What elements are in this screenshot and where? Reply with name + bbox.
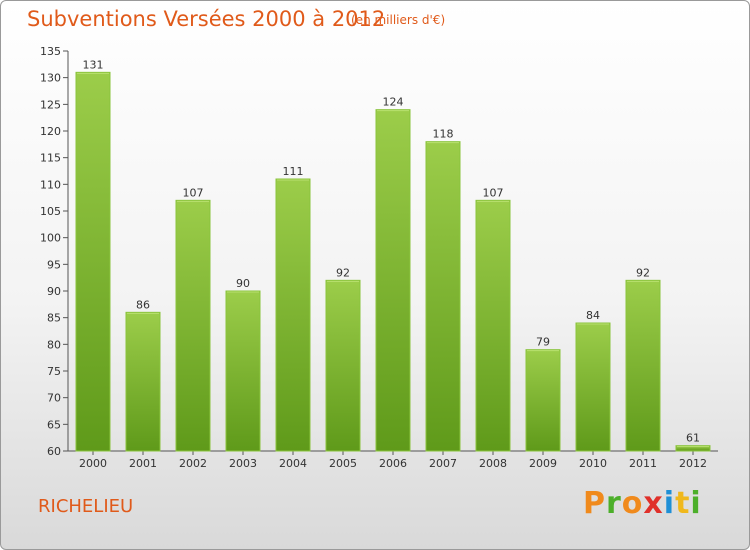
x-tick-label-2009: 2009	[529, 457, 557, 470]
chart-title: Subventions Versées 2000 à 2012	[27, 7, 386, 31]
y-tick-label-120: 120	[40, 125, 61, 138]
data-labels: 131 86 107 90 111 92 124 118 107 79 84 92 61	[83, 58, 701, 444]
x-tick-label-2001: 2001	[129, 457, 157, 470]
x-tick-label-2012: 2012	[679, 457, 707, 470]
x-tick-label-2011: 2011	[629, 457, 657, 470]
data-label-2000: 131	[83, 58, 104, 71]
y-tick-label-100: 100	[40, 232, 61, 245]
y-tick-label-65: 65	[47, 418, 61, 431]
bar-2002	[175, 199, 211, 452]
bar-2009	[525, 349, 561, 452]
logo-letter: i	[690, 486, 702, 521]
proxiti-logo[interactable]: Proxiti	[583, 486, 702, 521]
bar-2010	[575, 322, 611, 452]
y-tick-label-95: 95	[47, 258, 61, 271]
bar-2004	[275, 178, 311, 452]
bar-2007	[425, 141, 461, 452]
data-label-2001: 86	[136, 298, 150, 311]
logo-letter: t	[675, 486, 691, 521]
logo-letter: P	[583, 486, 606, 521]
data-label-2003: 90	[236, 277, 250, 290]
data-label-2008: 107	[483, 186, 504, 199]
y-tick-label-110: 110	[40, 178, 61, 191]
y-tick-label-75: 75	[47, 365, 61, 378]
chart-unit: (en milliers d'€)	[351, 13, 446, 27]
x-tick-label-2006: 2006	[379, 457, 407, 470]
logo-letter: i	[663, 486, 676, 521]
y-tick-label-135: 135	[40, 45, 61, 58]
bar-2006	[375, 109, 411, 452]
y-tick-label-85: 85	[47, 312, 61, 325]
data-label-2004: 111	[283, 165, 304, 178]
logo-letter: o	[621, 486, 644, 521]
logo-letter: x	[643, 486, 664, 521]
x-tick-label-2000: 2000	[79, 457, 107, 470]
data-label-2007: 118	[433, 128, 454, 141]
y-tick-label-80: 80	[47, 338, 61, 351]
bar-2011	[625, 279, 661, 452]
data-label-2010: 84	[586, 309, 600, 322]
bar-2000	[75, 71, 111, 452]
y-tick-label-90: 90	[47, 285, 61, 298]
bar-2001	[125, 311, 161, 452]
y-tick-label-125: 125	[40, 98, 61, 111]
y-tick-label-70: 70	[47, 392, 61, 405]
bar-2012	[675, 445, 711, 452]
commune-name: RICHELIEU	[38, 496, 134, 517]
bar-2003	[225, 290, 261, 452]
bar-2008	[475, 199, 511, 452]
data-label-2011: 92	[636, 266, 650, 279]
data-label-2005: 92	[336, 266, 350, 279]
data-label-2009: 79	[536, 336, 550, 349]
x-tick-label-2010: 2010	[579, 457, 607, 470]
x-tick-label-2007: 2007	[429, 457, 457, 470]
bar-2005	[325, 279, 361, 452]
y-tick-label-130: 130	[40, 72, 61, 85]
x-tick-label-2002: 2002	[179, 457, 207, 470]
logo-letter: r	[606, 486, 622, 521]
y-tick-label-115: 115	[40, 152, 61, 165]
axes: 60 65 70 75 80 85 90 95 100 105 110 115 120 125 130 135…	[40, 45, 718, 470]
x-tick-label-2003: 2003	[229, 457, 257, 470]
x-tick-label-2005: 2005	[329, 457, 357, 470]
x-tick-label-2008: 2008	[479, 457, 507, 470]
y-tick-label-105: 105	[40, 205, 61, 218]
x-tick-label-2004: 2004	[279, 457, 307, 470]
data-label-2006: 124	[383, 96, 404, 109]
bars	[75, 71, 711, 452]
y-tick-label-60: 60	[47, 445, 61, 458]
data-label-2002: 107	[183, 186, 204, 199]
data-label-2012: 61	[686, 432, 700, 445]
